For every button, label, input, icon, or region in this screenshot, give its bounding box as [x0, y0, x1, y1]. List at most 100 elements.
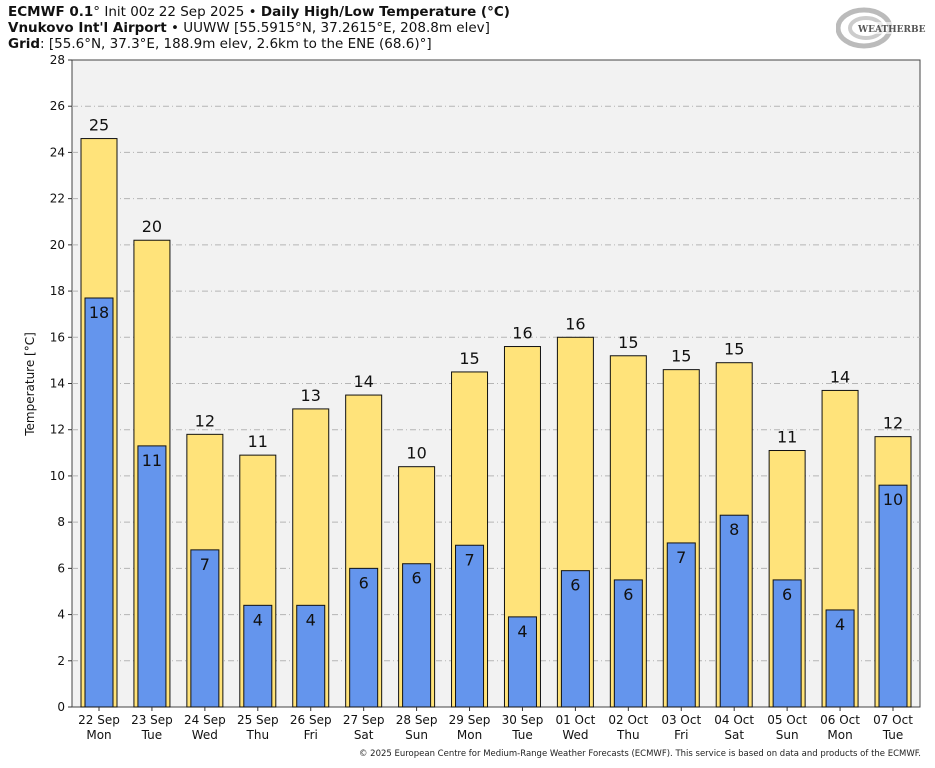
x-tick-weekday: Sun [776, 728, 799, 742]
high-temp-label: 14 [830, 367, 850, 386]
high-temp-label: 10 [406, 444, 426, 463]
y-tick-label: 8 [57, 515, 65, 529]
x-tick-weekday: Fri [674, 728, 688, 742]
low-temp-bar [84, 297, 114, 708]
high-temp-label: 15 [724, 340, 744, 359]
x-tick-date: 01 Oct [555, 713, 595, 727]
y-tick-label: 4 [57, 608, 65, 622]
low-temp-label: 6 [623, 585, 633, 604]
low-temp-label: 6 [782, 585, 792, 604]
x-tick-date: 06 Oct [820, 713, 860, 727]
high-temp-label: 15 [459, 349, 479, 368]
low-temp-label: 7 [464, 550, 474, 569]
x-tick-date: 22 Sep [78, 713, 120, 727]
low-temp-label: 7 [676, 548, 686, 567]
x-tick-date: 03 Oct [661, 713, 701, 727]
low-temp-bar [137, 445, 167, 708]
high-temp-label: 14 [353, 372, 373, 391]
x-tick-date: 23 Sep [131, 713, 173, 727]
low-temp-label: 8 [729, 520, 739, 539]
high-temp-label: 11 [777, 428, 797, 447]
high-temp-label: 13 [301, 386, 321, 405]
x-tick-date: 26 Sep [290, 713, 332, 727]
y-tick-label: 2 [57, 654, 65, 668]
high-temp-label: 25 [89, 116, 109, 135]
x-tick-date: 28 Sep [396, 713, 438, 727]
y-tick-label: 16 [50, 330, 65, 344]
y-tick-label: 24 [50, 145, 65, 159]
y-tick-label: 14 [50, 377, 65, 391]
high-temp-label: 20 [142, 217, 162, 236]
x-tick-weekday: Mon [86, 728, 111, 742]
x-tick-weekday: Mon [827, 728, 852, 742]
high-temp-label: 11 [248, 432, 268, 451]
x-tick-weekday: Wed [192, 728, 218, 742]
low-temp-bar [613, 579, 643, 708]
low-temp-label: 4 [306, 610, 316, 629]
init-time: Init 00z 22 Sep 2025 • [100, 4, 261, 20]
low-temp-bar [190, 549, 220, 708]
low-temp-label: 6 [570, 576, 580, 595]
x-tick-date: 30 Sep [502, 713, 544, 727]
low-temp-bar [243, 604, 273, 708]
high-temp-label: 16 [512, 324, 532, 343]
high-temp-label: 15 [618, 333, 638, 352]
x-tick-date: 02 Oct [608, 713, 648, 727]
x-tick-date: 05 Oct [767, 713, 807, 727]
low-temp-label: 10 [883, 490, 903, 509]
low-temp-label: 4 [517, 622, 527, 641]
low-temp-bar [349, 567, 379, 708]
x-tick-weekday: Tue [511, 728, 533, 742]
x-tick-date: 04 Oct [714, 713, 754, 727]
low-temp-label: 4 [835, 615, 845, 634]
high-temp-label: 15 [671, 347, 691, 366]
grid-info: : [55.6°N, 37.3°E, 188.9m elev, 2.6km to… [40, 36, 432, 52]
low-temp-bar [878, 484, 908, 708]
degree-sign: ° [93, 4, 101, 20]
y-tick-label: 20 [50, 238, 65, 252]
low-temp-label: 18 [89, 303, 109, 322]
y-tick-label: 28 [50, 53, 65, 67]
copyright-footer: © 2025 European Centre for Medium-Range … [358, 749, 921, 759]
low-temp-label: 7 [200, 555, 210, 574]
x-tick-date: 24 Sep [184, 713, 226, 727]
y-tick-label: 6 [57, 561, 65, 575]
x-tick-weekday: Tue [141, 728, 163, 742]
high-temp-label: 16 [565, 314, 585, 333]
x-tick-weekday: Wed [562, 728, 588, 742]
y-tick-label: 26 [50, 99, 65, 113]
model-name: ECMWF 0.1 [8, 4, 94, 20]
station-name: Vnukovo Int'l Airport [8, 20, 167, 36]
low-temp-label: 11 [142, 451, 162, 470]
chart-title: Daily High/Low Temperature (°C) [260, 4, 510, 20]
chart-title-line-2: Vnukovo Int'l Airport • UUWW [55.5915°N,… [8, 20, 490, 36]
high-temp-label: 12 [883, 414, 903, 433]
x-tick-weekday: Tue [882, 728, 904, 742]
grid-label: Grid [8, 36, 41, 52]
low-temp-label: 4 [253, 610, 263, 629]
y-tick-label: 12 [50, 423, 65, 437]
x-tick-date: 27 Sep [343, 713, 385, 727]
chart-title-line-3: Grid: [55.6°N, 37.3°E, 188.9m elev, 2.6k… [8, 36, 432, 52]
low-temp-bar [455, 544, 485, 708]
x-tick-weekday: Mon [457, 728, 482, 742]
low-temp-bar [719, 514, 749, 708]
y-tick-label: 18 [50, 284, 65, 298]
x-tick-date: 29 Sep [449, 713, 491, 727]
y-tick-label: 10 [50, 469, 65, 483]
low-temp-bar [507, 616, 537, 708]
x-tick-weekday: Sat [724, 728, 744, 742]
y-axis-label: Temperature [°C] [23, 332, 37, 437]
low-temp-label: 6 [412, 569, 422, 588]
x-tick-weekday: Thu [616, 728, 640, 742]
station-info: • UUWW [55.5915°N, 37.2615°E, 208.8m ele… [166, 20, 490, 36]
x-tick-weekday: Thu [246, 728, 270, 742]
low-temp-bar [772, 579, 802, 708]
bars: 25 18 20 11 12 7 11 4 13 4 14 6 10 6 15 7 16 4 16 6 15 6 15 7 15… [80, 116, 912, 708]
x-tick-weekday: Sun [405, 728, 428, 742]
weatherbell-logo: WEATHERBELL [836, 7, 926, 49]
y-tick-label: 0 [57, 700, 65, 714]
